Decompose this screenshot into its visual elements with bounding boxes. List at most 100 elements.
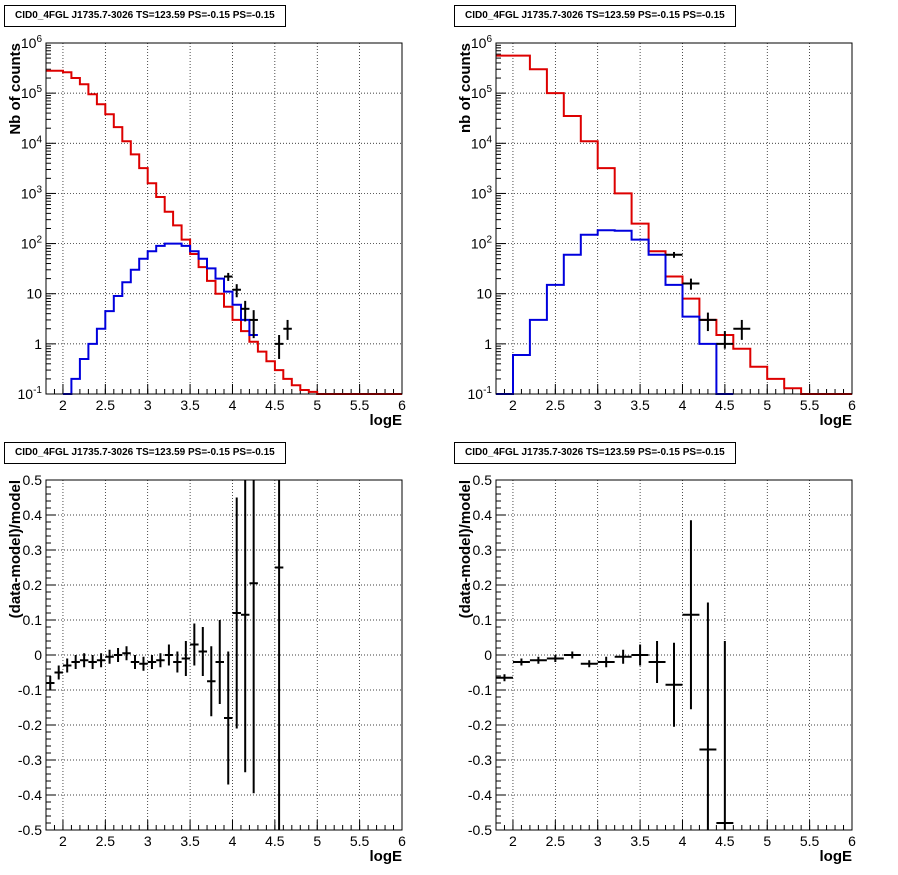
x-tick-label: 3 xyxy=(594,397,602,413)
data-point xyxy=(546,655,564,662)
data-point xyxy=(563,651,581,659)
histogram-series-0 xyxy=(496,54,852,395)
plot-frame xyxy=(45,42,403,395)
chart-title: CID0_4FGL J1735.7-3026 TS=123.59 PS=-0.1… xyxy=(454,442,736,464)
data-point xyxy=(240,480,250,773)
y-tick-label: -0.5 xyxy=(468,822,492,838)
data-point xyxy=(249,310,258,339)
y-tick-label: 0.2 xyxy=(23,577,43,593)
x-tick-label: 2.5 xyxy=(546,833,566,849)
data-point xyxy=(54,665,63,680)
y-tick-label: 10 xyxy=(26,286,42,302)
y-tick-label: 0.3 xyxy=(473,542,493,558)
x-tick-label: 4.5 xyxy=(265,397,285,413)
data-point xyxy=(614,649,632,664)
x-tick-label: 2.5 xyxy=(96,397,116,413)
chart-title: CID0_4FGL J1735.7-3026 TS=123.59 PS=-0.1… xyxy=(4,442,286,464)
y-tick-label: -0.5 xyxy=(18,822,42,838)
y-tick-label: -0.3 xyxy=(18,752,42,768)
x-tick-label: 6 xyxy=(398,833,406,849)
x-tick-label: 4.5 xyxy=(265,833,285,849)
data-point xyxy=(232,497,241,729)
data-point xyxy=(648,641,666,683)
data-point xyxy=(139,656,148,671)
x-tick-label: 3.5 xyxy=(180,397,200,413)
data-point xyxy=(665,642,683,727)
data-point xyxy=(631,644,649,666)
x-tick-label: 6 xyxy=(848,397,856,413)
y-tick-label: 1 xyxy=(34,336,42,352)
data-point xyxy=(122,646,131,661)
y-tick-label: 10-1 xyxy=(468,385,493,402)
x-tick-label: 5.5 xyxy=(800,833,820,849)
y-tick-label: 104 xyxy=(21,134,43,151)
y-tick-label: -0.4 xyxy=(468,787,492,803)
data-point xyxy=(79,653,89,668)
x-tick-label: 2.5 xyxy=(96,833,116,849)
y-tick-label: 0.5 xyxy=(23,472,43,488)
data-point xyxy=(699,602,717,830)
x-tick-label: 5.5 xyxy=(350,397,370,413)
x-tick-label: 4 xyxy=(229,833,237,849)
y-tick-label: -0.1 xyxy=(18,682,42,698)
data-point xyxy=(62,658,72,673)
x-axis-label: logE xyxy=(820,412,853,429)
y-tick-label: -0.3 xyxy=(468,752,492,768)
x-tick-label: 2 xyxy=(59,833,67,849)
plot-frame xyxy=(495,42,853,395)
y-tick-label: 0.5 xyxy=(473,472,493,488)
plot-frame xyxy=(45,479,403,831)
plot-frame xyxy=(495,479,853,831)
y-tick-label: 0 xyxy=(484,647,492,663)
data-point xyxy=(181,641,191,676)
data-point xyxy=(699,312,717,332)
y-tick-label: 0.4 xyxy=(23,507,43,523)
y-axis-label: (data-model)/model xyxy=(7,480,24,618)
x-tick-label: 2 xyxy=(59,397,67,413)
data-point xyxy=(198,627,208,676)
y-tick-label: 10 xyxy=(476,286,492,302)
chart-panel-bottom-left: 2 2.5 3 3.5 4 4.5 5 5.5 6 -0.5 -0.4 -0.3 -0.2 -0.1 0 0.… xyxy=(7,472,406,865)
y-tick-label: 103 xyxy=(471,184,493,201)
x-axis-label: logE xyxy=(370,412,403,429)
histogram-series-0 xyxy=(46,69,402,395)
data-point xyxy=(164,644,174,666)
chart-title: CID0_4FGL J1735.7-3026 TS=123.59 PS=-0.1… xyxy=(454,5,736,27)
x-tick-label: 3.5 xyxy=(180,833,200,849)
x-tick-label: 4 xyxy=(679,833,687,849)
y-tick-label: -0.1 xyxy=(468,682,492,698)
y-tick-label: 0.4 xyxy=(473,507,493,523)
y-tick-label: 105 xyxy=(471,84,493,101)
data-point xyxy=(113,648,123,662)
data-point xyxy=(249,480,258,794)
x-tick-label: 5 xyxy=(313,833,321,849)
x-tick-label: 6 xyxy=(398,397,406,413)
histogram-series-1 xyxy=(496,229,734,395)
y-tick-label: 103 xyxy=(21,184,43,201)
data-point xyxy=(274,480,284,830)
data-point xyxy=(496,674,513,682)
data-point xyxy=(665,251,683,258)
y-tick-label: 10-1 xyxy=(18,385,43,402)
data-point xyxy=(512,658,530,666)
x-tick-label: 3.5 xyxy=(630,833,650,849)
data-point xyxy=(147,655,157,669)
data-point xyxy=(96,653,106,668)
chart-title: CID0_4FGL J1735.7-3026 TS=123.59 PS=-0.1… xyxy=(4,5,286,27)
data-point xyxy=(207,646,216,717)
x-axis-label: logE xyxy=(370,848,403,865)
x-tick-label: 3.5 xyxy=(630,397,650,413)
data-point xyxy=(240,300,250,322)
data-point xyxy=(682,278,700,290)
data-point xyxy=(88,655,97,669)
x-tick-label: 2 xyxy=(509,833,517,849)
chart-panel-bottom-right: 2 2.5 3 3.5 4 4.5 5 5.5 6 -0.5 -0.4 -0.3 -0.2 -0.1 0 0.… xyxy=(457,472,856,865)
y-tick-label: 106 xyxy=(471,34,493,51)
data-point xyxy=(224,272,233,281)
data-point xyxy=(283,319,292,340)
x-tick-label: 4 xyxy=(229,397,237,413)
data-point xyxy=(716,331,734,349)
y-tick-label: 105 xyxy=(21,84,43,101)
data-point xyxy=(215,620,224,704)
